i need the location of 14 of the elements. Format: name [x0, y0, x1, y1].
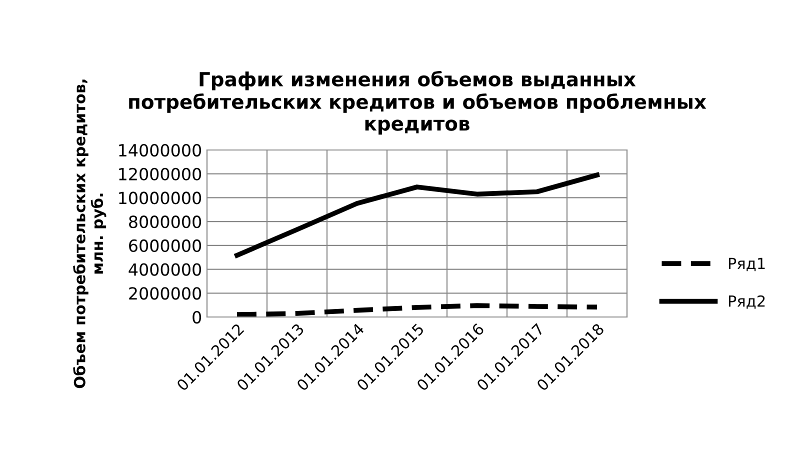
y-tick-label: 12000000: [119, 168, 202, 180]
legend-label: Ряд2: [728, 295, 765, 309]
y-tick-label: 6000000: [129, 239, 202, 252]
y-tick-label: 0: [192, 310, 202, 324]
line-series: [234, 172, 600, 258]
y-tick-label: 10000000: [119, 192, 202, 204]
y-axis-title: Объем потребительских кредитов, млн. руб.: [73, 80, 106, 388]
line-series: [234, 303, 600, 317]
legend-label: Ряд1: [728, 258, 765, 272]
y-tick-label: 8000000: [129, 216, 202, 228]
chart-title: График изменения объемов выданных потребительских кредитов и объемов проблемных кредитов: [129, 70, 706, 135]
y-tick-label: 4000000: [128, 263, 202, 276]
y-tick-label: 14000000: [119, 144, 202, 157]
y-tick-label: 2000000: [129, 287, 202, 300]
